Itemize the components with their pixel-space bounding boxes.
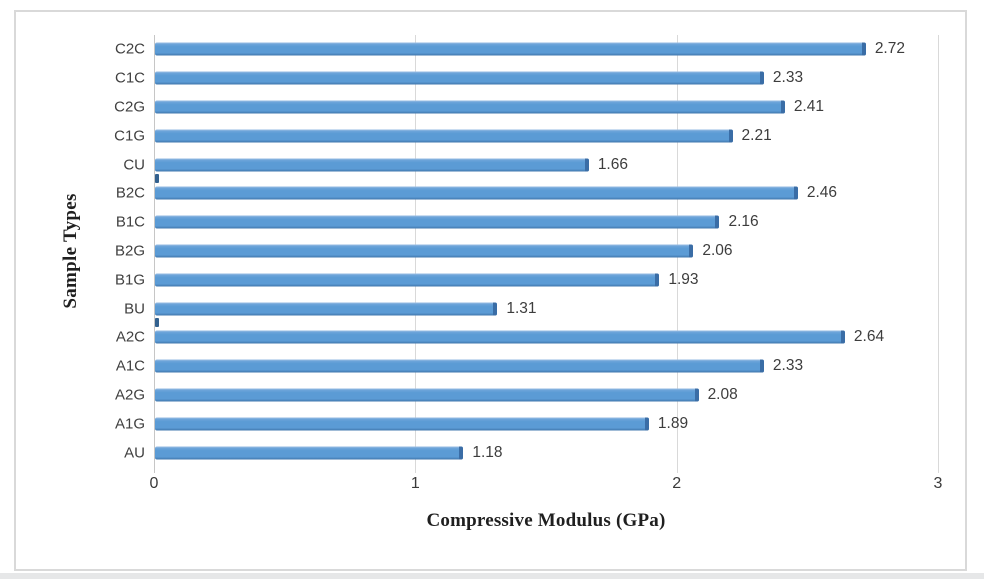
bar-row: C1C 2.33 xyxy=(115,64,938,93)
value-label: 1.89 xyxy=(657,414,689,432)
bar-row: A1C 2.33 xyxy=(116,352,938,381)
bar xyxy=(155,215,720,229)
bar-row: A2G 2.08 xyxy=(115,381,938,410)
category-label: A2C xyxy=(115,328,145,346)
bar xyxy=(155,388,699,402)
category-label: B2C xyxy=(115,184,145,202)
category-label: B1C xyxy=(115,213,145,231)
bar xyxy=(155,330,845,344)
category-label: B2G xyxy=(114,242,145,260)
bar xyxy=(155,446,464,460)
value-label: 2.16 xyxy=(728,213,759,231)
value-label: 2.06 xyxy=(702,241,733,259)
bar xyxy=(155,273,660,287)
value-label: 1.66 xyxy=(597,155,628,173)
chart-frame: Sample Types C2C 2.72 C1C 2.33 C2G 2.41 C1G 2.2… xyxy=(14,10,967,571)
bar xyxy=(155,186,798,200)
value-label: 2.64 xyxy=(853,328,885,346)
bar-row: B2G 2.06 xyxy=(115,237,938,266)
y-axis-title: Sample Types xyxy=(60,193,81,309)
x-tick-label: 2 xyxy=(672,475,682,492)
value-label: 2.33 xyxy=(772,357,804,375)
value-label: 2.46 xyxy=(806,184,838,202)
value-label: 2.72 xyxy=(874,40,905,58)
value-label: 2.21 xyxy=(741,126,772,144)
bar xyxy=(155,71,764,85)
category-label: C2G xyxy=(114,98,145,116)
value-label: 2.33 xyxy=(772,69,804,87)
axis-group-separator xyxy=(155,318,159,328)
category-label: A1C xyxy=(115,357,145,375)
bar xyxy=(155,129,733,143)
value-label: 1.31 xyxy=(506,299,537,317)
bar-row: AU 1.18 xyxy=(124,438,938,467)
category-label: AU xyxy=(124,444,145,462)
value-label: 2.08 xyxy=(707,385,738,403)
bar xyxy=(155,417,649,431)
bar xyxy=(155,244,694,258)
x-tick-label: 0 xyxy=(149,475,159,492)
bar-rows: C2C 2.72 C1C 2.33 C2G 2.41 C1G 2.21 CU 1.66 B2C 2.4… xyxy=(114,35,938,467)
category-label: A2G xyxy=(114,386,145,404)
bar-row: B1G 1.93 xyxy=(115,265,938,294)
bar-row: C2G 2.41 xyxy=(114,93,938,122)
bar-row: A1G 1.89 xyxy=(115,409,938,438)
x-axis-title: Compressive Modulus (GPa) xyxy=(426,510,666,531)
x-axis-tick-labels: 0 1 2 3 xyxy=(150,475,943,497)
gridline xyxy=(938,35,939,473)
bar-row: C1G 2.21 xyxy=(114,121,938,150)
value-label: 1.18 xyxy=(472,443,503,461)
bar-row: B1C 2.16 xyxy=(116,208,938,237)
category-label: A1G xyxy=(114,415,145,433)
category-axis-line xyxy=(154,35,155,473)
value-label: 2.41 xyxy=(793,97,824,115)
bar-row: C2C 2.72 xyxy=(115,35,938,64)
category-label: CU xyxy=(123,156,145,174)
bar xyxy=(155,100,785,114)
bar-row: CU 1.66 xyxy=(123,150,938,179)
category-label: BU xyxy=(124,300,145,318)
category-label: C1C xyxy=(114,69,145,87)
bar xyxy=(155,359,764,373)
bar-row: A2C 2.64 xyxy=(116,323,938,352)
page-bottom-strip xyxy=(0,573,984,579)
bar xyxy=(155,302,498,316)
bar-row: B2C 2.46 xyxy=(116,179,938,208)
bar xyxy=(155,42,866,56)
plot-area: C2C 2.72 C1C 2.33 C2G 2.41 C1G 2.21 CU 1.66 B2C 2.4… xyxy=(114,35,939,473)
category-label: C2C xyxy=(114,40,145,58)
value-label: 1.93 xyxy=(668,270,699,288)
category-label: C1G xyxy=(114,127,145,145)
bar xyxy=(155,158,589,172)
axis-group-separator xyxy=(155,174,159,184)
bar-row: BU 1.31 xyxy=(124,294,938,323)
x-tick-label: 1 xyxy=(410,475,420,492)
category-label: B1G xyxy=(114,271,145,289)
x-tick-label: 3 xyxy=(933,475,943,492)
